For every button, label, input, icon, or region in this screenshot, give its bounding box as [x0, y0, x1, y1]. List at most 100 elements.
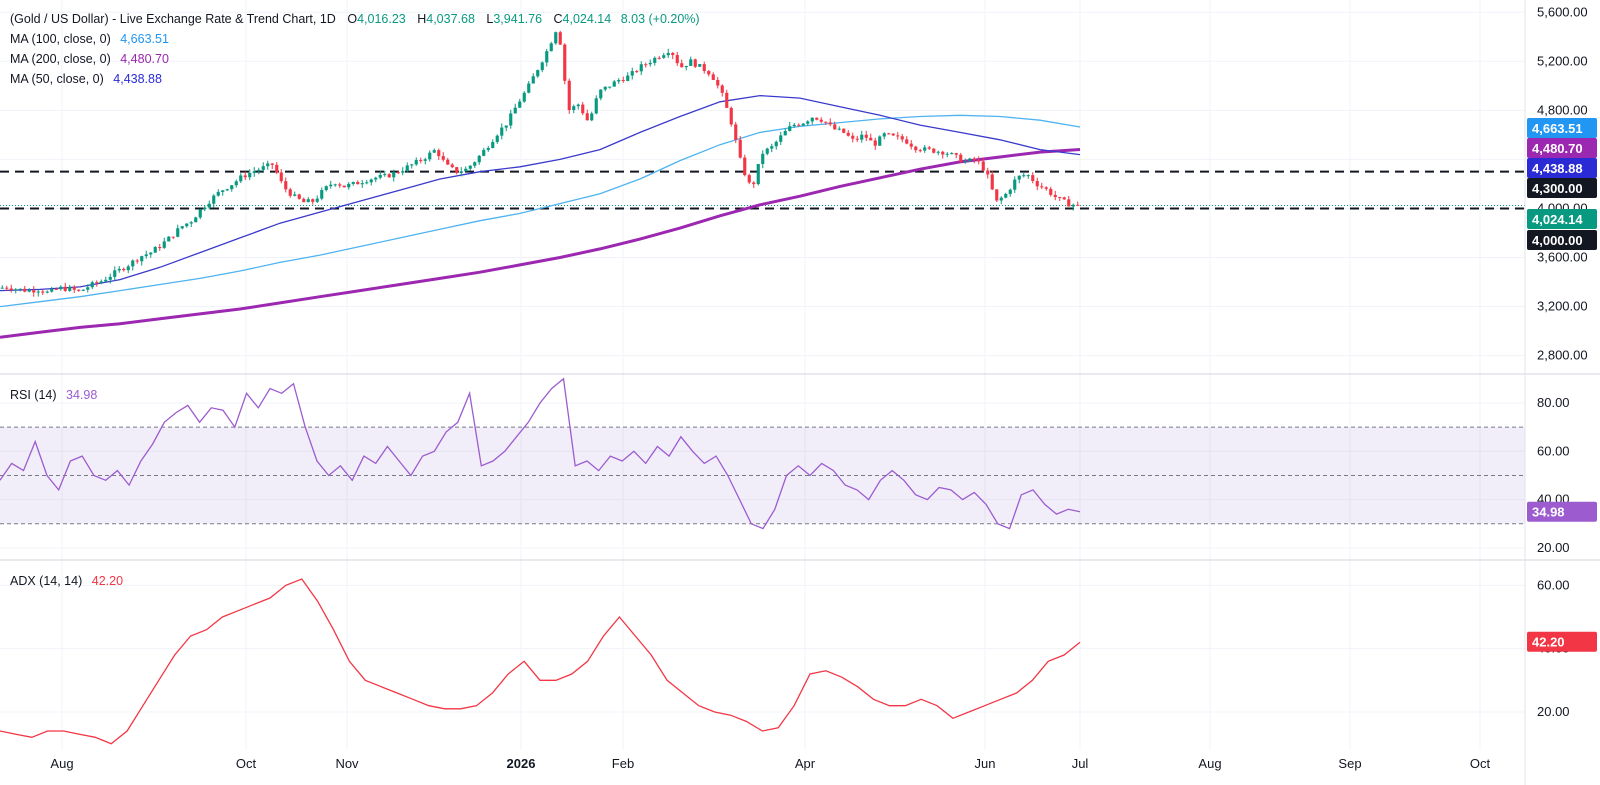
candle-body [383, 174, 387, 176]
candle-body [54, 288, 58, 290]
candle-body [432, 150, 436, 153]
candle-body [216, 191, 220, 196]
candle-body [513, 107, 517, 114]
candle-body [855, 138, 859, 140]
candle-body [27, 290, 31, 292]
candle-body [405, 165, 409, 172]
candle-body [473, 162, 477, 166]
candle-body [86, 287, 90, 290]
high-value: 4,037.68 [426, 12, 475, 26]
candle-body [932, 148, 936, 153]
candle-body [464, 168, 468, 172]
candle-body [729, 107, 733, 125]
candle-body [878, 136, 882, 146]
candle-body [396, 172, 400, 174]
candle-body [1026, 175, 1030, 177]
candle-body [558, 32, 562, 45]
rsi-value-tag-bg [1527, 501, 1597, 522]
candle-body [113, 270, 117, 277]
candle-body [590, 113, 594, 121]
y-tick-label: 3,600.00 [1537, 250, 1588, 265]
grid-lines [0, 0, 1525, 750]
candle-body [963, 161, 967, 163]
x-tick-label: Feb [612, 756, 634, 771]
y-tick-label: 2,800.00 [1537, 348, 1588, 363]
x-tick-label: Oct [1470, 756, 1491, 771]
candle-body [945, 153, 949, 155]
candle-body [221, 190, 225, 192]
y-tick-label: 60.00 [1537, 443, 1570, 458]
candle-body [1035, 180, 1039, 187]
candle-body [909, 143, 913, 147]
candle-body [351, 181, 355, 184]
candle-body [1040, 186, 1044, 188]
y-tick-label: 80.00 [1537, 395, 1570, 410]
ma50-label: MA (50, close, 0) [10, 72, 104, 86]
candle-body [275, 164, 279, 173]
level-4300-tag-text: 4,300.00 [1532, 181, 1583, 196]
candle-body [1008, 189, 1012, 194]
candle-body [333, 184, 337, 186]
candle-body [1062, 197, 1066, 200]
candle-body [266, 163, 270, 167]
candle-body [212, 195, 216, 204]
candle-body [140, 256, 144, 262]
candle-body [72, 286, 76, 290]
candle-body [180, 226, 184, 229]
x-tick-label: Jul [1072, 756, 1089, 771]
candle-body [770, 146, 774, 149]
candle-body [644, 64, 648, 66]
candles [0, 30, 1080, 297]
candle-body [1067, 199, 1071, 207]
candle-body [437, 150, 441, 157]
candle-body [9, 288, 13, 291]
candle-body [68, 286, 72, 291]
ma200-price-tag-bg [1527, 138, 1597, 158]
candle-body [0, 287, 4, 289]
ma50-price-tag-text: 4,438.88 [1532, 161, 1583, 176]
candle-body [32, 290, 36, 293]
candle-body [572, 106, 576, 111]
candle-body [689, 59, 693, 66]
candle-body [981, 161, 985, 171]
candle-body [81, 289, 85, 291]
candle-body [491, 142, 495, 148]
candle-body [1049, 188, 1053, 195]
candle-body [225, 189, 229, 191]
candle-body [603, 86, 607, 90]
rsi-value-tag-text: 34.98 [1532, 505, 1565, 520]
candle-body [315, 198, 319, 202]
candle-body [594, 98, 598, 114]
candle-body [374, 177, 378, 180]
candle-body [347, 183, 351, 188]
candle-body [144, 254, 148, 257]
candle-body [459, 171, 463, 173]
candle-body [104, 279, 108, 282]
adx-legend: ADX (14, 14) 42.20 [10, 571, 125, 591]
candle-body [617, 80, 621, 82]
candle-body [873, 140, 877, 146]
candle-body [207, 203, 211, 208]
candle-body [441, 156, 445, 160]
candle-body [477, 155, 481, 163]
y-tick-label: 4,800.00 [1537, 102, 1588, 117]
moving-averages [0, 94, 1081, 339]
close-label: C [553, 12, 563, 26]
ma100-row: MA (100, close, 0) 4,663.51 [10, 29, 702, 49]
x-tick-label: Nov [335, 756, 359, 771]
candle-body [986, 170, 990, 175]
rsi-value-tag: 34.98 [1527, 501, 1597, 522]
candle-body [954, 153, 958, 155]
level-4000-tag-bg [1527, 230, 1597, 250]
ma200-price-tag: 4,480.70 [1527, 138, 1597, 158]
candle-body [815, 117, 819, 120]
candle-body [257, 169, 261, 172]
candle-body [338, 184, 342, 186]
ma100-value: 4,663.51 [120, 32, 169, 46]
adx-line [0, 578, 1081, 745]
candle-body [527, 83, 531, 93]
candle-body [707, 71, 711, 75]
candle-body [635, 71, 639, 73]
candle-body [671, 52, 675, 56]
